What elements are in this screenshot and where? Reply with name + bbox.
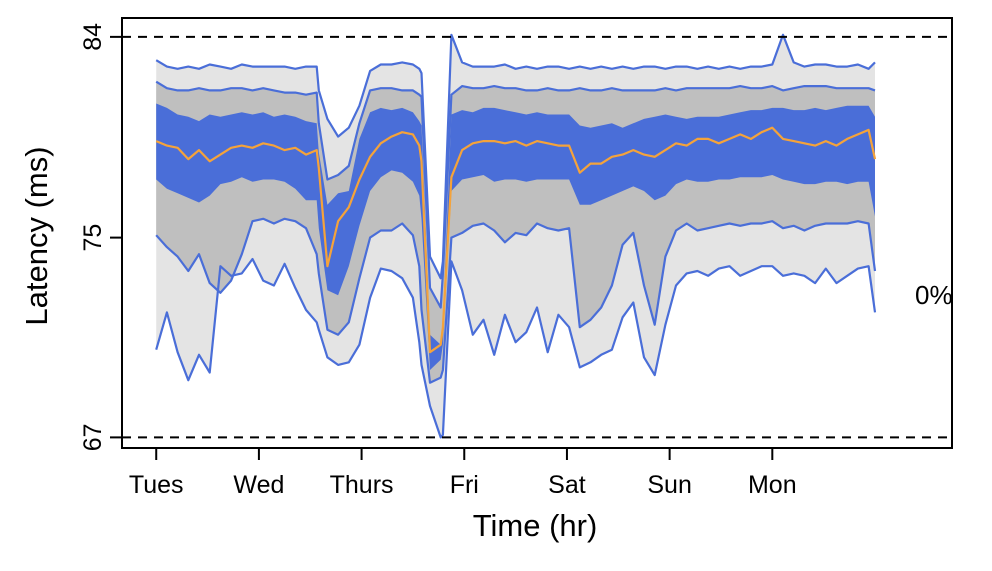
y-axis: 84 75 67	[79, 23, 122, 451]
x-tick-label: Wed	[233, 471, 284, 499]
x-tick-label: Thurs	[330, 471, 394, 499]
percentile-annotation: 0%	[915, 280, 953, 310]
x-axis: Tues Wed Thurs Fri Sat Sun Mon	[129, 448, 797, 499]
y-axis-title: Latency (ms)	[19, 146, 54, 325]
x-tick-label: Sat	[548, 471, 586, 499]
series-line-median	[155, 126, 877, 354]
x-tick-label: Sun	[647, 471, 691, 499]
y-tick-label: 75	[79, 224, 107, 252]
plot-frame	[121, 17, 953, 449]
series-line-p5	[155, 217, 877, 384]
band-p25-p75	[156, 103, 875, 370]
percentile-lines	[155, 33, 877, 439]
series-line-p95	[155, 80, 876, 309]
series-line-min	[155, 257, 877, 439]
y-tick-label: 84	[79, 23, 107, 51]
reference-lines	[122, 35, 952, 439]
x-tick-label: Tues	[129, 471, 184, 499]
percentile-bands	[156, 34, 875, 438]
y-tick-label: 67	[79, 423, 107, 451]
x-axis-title: Time (hr)	[473, 508, 598, 543]
x-tick-label: Mon	[748, 471, 797, 499]
series-line-max	[155, 33, 876, 280]
x-tick-label: Fri	[450, 471, 479, 499]
